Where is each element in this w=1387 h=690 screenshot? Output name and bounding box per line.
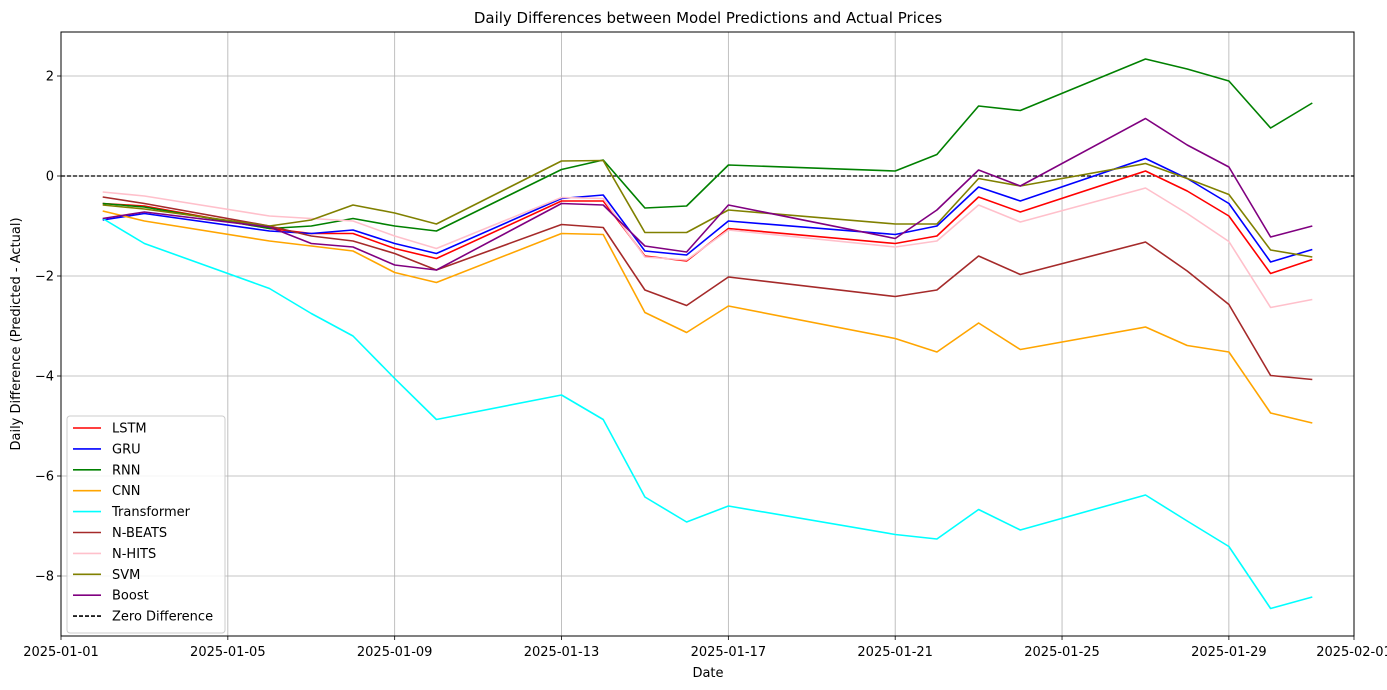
- y-tick-label: −2: [35, 270, 54, 285]
- x-tick-label: 2025-01-25: [1024, 645, 1100, 660]
- chart-title: Daily Differences between Model Predicti…: [474, 9, 943, 27]
- x-tick-label: 2025-01-09: [357, 645, 433, 660]
- legend-label-lstm: LSTM: [112, 422, 147, 437]
- y-tick-label: −6: [35, 470, 54, 485]
- y-tick-label: −8: [35, 570, 54, 585]
- legend: LSTM GRU RNN CNN Transformer N-BEATS N-HITS SVM…: [66, 415, 226, 634]
- legend-box: [66, 415, 226, 634]
- series-line-cnn: [102, 210, 1313, 424]
- series-lines: [102, 58, 1313, 610]
- legend-label-n-beats: N-BEATS: [112, 526, 167, 541]
- x-tick-label: 2025-01-05: [190, 645, 266, 660]
- x-tick-label: 2025-02-01: [1316, 645, 1387, 660]
- y-axis-ticks: 2 0 −2 −4 −6 −8: [35, 70, 61, 585]
- series-line-gru: [102, 157, 1313, 263]
- x-tick-label: 2025-01-13: [524, 645, 600, 660]
- x-axis-title: Date: [692, 666, 723, 681]
- legend-label-n-hits: N-HITS: [112, 547, 156, 562]
- series-line-n-beats: [102, 196, 1313, 381]
- x-tick-label: 2025-01-01: [23, 645, 99, 660]
- x-tick-label: 2025-01-21: [857, 645, 933, 660]
- series-line-lstm: [102, 170, 1313, 275]
- series-line-rnn: [102, 58, 1313, 232]
- legend-label-gru: GRU: [112, 442, 141, 457]
- x-axis-ticks: 2025-01-01 2025-01-05 2025-01-09 2025-01-13…: [23, 636, 1387, 660]
- legend-label-boost: Boost: [112, 589, 149, 604]
- legend-label-cnn: CNN: [112, 484, 141, 499]
- y-axis-title: Daily Difference (Predicted - Actual): [9, 217, 24, 450]
- legend-label-zero-difference: Zero Difference: [112, 610, 213, 625]
- x-tick-label: 2025-01-17: [691, 645, 767, 660]
- y-tick-label: −4: [35, 370, 54, 385]
- series-line-svm: [102, 159, 1313, 258]
- series-line-n-hits: [102, 187, 1313, 309]
- x-tick-label: 2025-01-29: [1191, 645, 1267, 660]
- plot-area-frame: [60, 31, 1355, 637]
- y-tick-label: 0: [46, 170, 54, 185]
- series-line-transformer: [102, 217, 1313, 610]
- series-line-boost: [102, 117, 1313, 271]
- y-tick-label: 2: [46, 70, 54, 85]
- legend-label-rnn: RNN: [112, 463, 140, 478]
- legend-label-svm: SVM: [112, 568, 140, 583]
- legend-label-transformer: Transformer: [111, 505, 191, 520]
